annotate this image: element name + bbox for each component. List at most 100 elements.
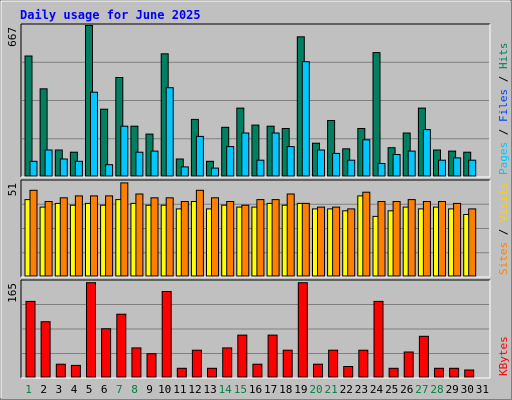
bar-kbytes-day-24	[373, 300, 384, 378]
bar-kbytes-day-20	[313, 363, 323, 378]
bar-kbytes-day-29	[449, 367, 460, 378]
bar-sites-day-6	[105, 195, 114, 277]
bar-files-day-11	[180, 166, 189, 177]
x-label-day-3: 3	[55, 383, 62, 396]
bar-files-day-6	[105, 164, 114, 177]
x-label-day-25: 25	[385, 383, 398, 396]
bar-files-day-3	[59, 158, 68, 177]
bar-files-day-29	[453, 157, 462, 177]
bar-sites-day-26	[407, 199, 416, 277]
bar-kbytes-day-4	[70, 364, 81, 378]
legend-label-middle: Sites / Visits	[497, 182, 510, 275]
bar-hits-day-2	[39, 88, 48, 177]
bar-kbytes-day-7	[116, 313, 127, 378]
bar-files-day-20	[317, 149, 325, 177]
bar-files-day-19	[301, 61, 310, 177]
x-label-day-22: 22	[340, 383, 353, 396]
bar-kbytes-day-10	[161, 291, 172, 378]
bar-files-day-12	[195, 135, 204, 177]
legend-sites: Sites	[497, 242, 510, 275]
bar-kbytes-day-27	[418, 335, 429, 378]
bar-sites-day-15	[241, 204, 250, 277]
bar-hits-day-8	[130, 125, 139, 177]
bar-kbytes-day-26	[403, 351, 414, 378]
bar-kbytes-day-16	[252, 363, 263, 378]
bar-kbytes-day-3	[55, 363, 66, 378]
x-label-day-30: 30	[461, 383, 474, 396]
bar-kbytes-day-18	[282, 349, 293, 378]
y-axis-labels: 667 51 165	[6, 27, 19, 303]
bar-hits-day-1	[24, 55, 33, 177]
bar-sites-day-22	[347, 208, 356, 277]
y-max-label: 51	[6, 183, 19, 196]
bar-sites-day-4	[74, 195, 83, 277]
bar-kbytes-day-17	[267, 334, 278, 378]
x-label-day-19: 19	[294, 383, 307, 396]
bar-files-day-23	[362, 139, 371, 177]
x-label-day-21: 21	[324, 383, 337, 396]
bar-kbytes-day-19	[297, 282, 308, 378]
bar-sites-day-7	[120, 182, 129, 277]
bar-files-day-8	[135, 151, 144, 177]
bar-files-day-10	[165, 87, 174, 177]
x-label-day-4: 4	[71, 383, 78, 396]
x-label-day-7: 7	[116, 383, 123, 396]
bar-files-day-1	[29, 160, 38, 177]
bar-kbytes-day-23	[358, 349, 369, 378]
bar-kbytes-day-25	[388, 367, 399, 378]
x-axis-labels: 1 2 3 4 5 6 7 8 9 10 11 12 13 14 15 16 17 18 19 20 21 22 23 24 2…	[25, 383, 489, 396]
bar-files-day-30	[468, 159, 477, 177]
x-label-day-1: 1	[25, 383, 32, 396]
x-label-day-13: 13	[203, 383, 216, 396]
legend-label-top: Pages / Files / Hits	[497, 43, 510, 176]
bar-files-day-28	[438, 159, 446, 177]
legend-pages: Pages	[497, 142, 510, 175]
y-max-label: 165	[6, 283, 19, 303]
bar-sites-day-28	[438, 201, 446, 277]
bar-kbytes-day-6	[101, 328, 112, 378]
x-label-day-23: 23	[355, 383, 368, 396]
bar-sites-day-24	[377, 201, 386, 277]
bar-sites-day-3	[59, 197, 68, 277]
bar-sites-day-12	[195, 189, 204, 277]
x-label-day-17: 17	[264, 383, 277, 396]
x-label-day-15: 15	[234, 383, 247, 396]
bar-sites-day-23	[362, 191, 371, 277]
bars	[24, 25, 477, 378]
legend-kbytes: KBytes	[497, 336, 510, 376]
bar-sites-day-18	[286, 193, 295, 277]
bar-files-day-4	[74, 160, 83, 177]
bar-sites-day-17	[271, 199, 280, 277]
x-label-day-5: 5	[86, 383, 93, 396]
bar-kbytes-day-30	[464, 369, 475, 378]
legend-separator: /	[497, 222, 510, 242]
bar-sites-day-27	[422, 201, 431, 277]
bar-files-day-24	[377, 163, 386, 177]
bar-files-day-7	[120, 125, 129, 177]
bar-files-day-9	[150, 150, 159, 177]
legend-label-bottom: KBytes	[497, 336, 510, 376]
x-label-day-10: 10	[158, 383, 171, 396]
bar-files-day-26	[407, 150, 416, 177]
x-label-day-18: 18	[279, 383, 292, 396]
bar-sites-day-10	[165, 197, 174, 277]
bar-sites-day-21	[332, 206, 341, 277]
bar-kbytes-day-8	[131, 347, 142, 378]
bar-kbytes-day-21	[328, 349, 339, 378]
legend-separator: /	[497, 122, 510, 142]
bar-sites-day-14	[226, 201, 235, 277]
bar-sites-day-29	[453, 202, 462, 277]
bar-kbytes-day-12	[191, 349, 202, 378]
legend-separator: /	[497, 69, 510, 89]
bar-files-day-27	[422, 129, 431, 177]
bar-sites-day-11	[180, 201, 189, 277]
x-label-day-24: 24	[370, 383, 384, 396]
bar-sites-day-30	[468, 208, 477, 277]
bar-sites-day-9	[150, 197, 159, 277]
bar-kbytes-day-22	[343, 366, 354, 378]
x-label-day-11: 11	[173, 383, 186, 396]
bar-sites-day-2	[44, 201, 53, 277]
x-label-day-12: 12	[188, 383, 201, 396]
bar-files-day-13	[211, 167, 219, 177]
x-label-day-6: 6	[101, 383, 108, 396]
